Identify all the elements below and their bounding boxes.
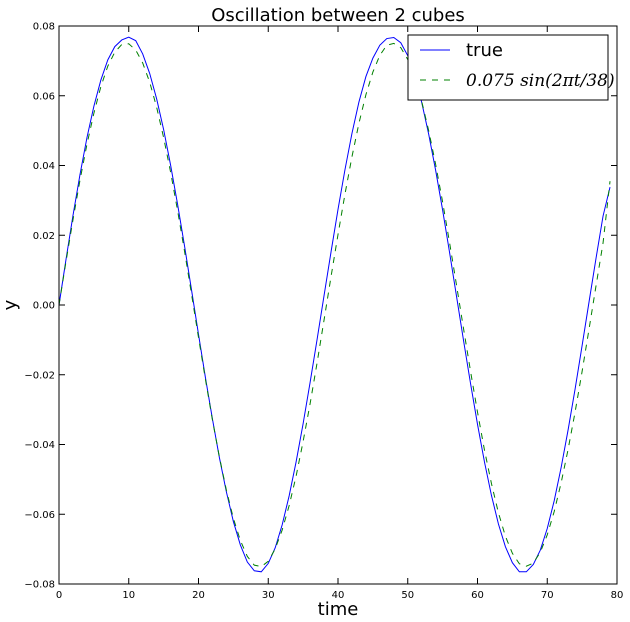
y-tick-label: −0.08: [24, 580, 55, 591]
y-tick-label: −0.04: [24, 440, 55, 451]
legend-label-sine: 0.075 sin(2πt/38): [466, 71, 615, 91]
y-tick-label: 0.02: [33, 231, 55, 242]
y-tick-label: 0.04: [33, 161, 55, 172]
chart-title: Oscillation between 2 cubes: [211, 5, 465, 26]
series-line-true: [58, 36, 611, 573]
x-tick-label: 0: [56, 590, 62, 601]
x-tick-label: 50: [401, 590, 414, 601]
y-tick-label: 0.08: [33, 22, 55, 33]
x-tick-label: 30: [262, 590, 275, 601]
y-axis-label: y: [0, 299, 21, 310]
legend-label-true: true: [466, 40, 503, 61]
y-tick-label: −0.06: [24, 510, 55, 521]
x-axis-label: time: [318, 599, 359, 620]
plot-frame: [58, 25, 618, 585]
x-tick-label: 10: [122, 590, 135, 601]
y-tick-label: −0.02: [24, 370, 55, 381]
x-tick-label: 70: [541, 590, 554, 601]
x-tick-label: 60: [471, 590, 484, 601]
y-tick-label: 0.00: [33, 301, 55, 312]
x-tick-label: 20: [192, 590, 205, 601]
legend: true 0.075 sin(2πt/38): [407, 34, 615, 101]
axis-ticks: 0 10 20 30 40 50 60 70 80 −0.08 −0.06 −0.04 −0.02 0.0…: [24, 22, 623, 602]
series-lines: [58, 36, 611, 573]
series-line-sine-fit: [58, 42, 611, 568]
x-tick-label: 40: [332, 590, 345, 601]
x-tick-label: 80: [611, 590, 624, 601]
y-tick-label: 0.06: [33, 91, 55, 102]
legend-box: [407, 34, 609, 101]
